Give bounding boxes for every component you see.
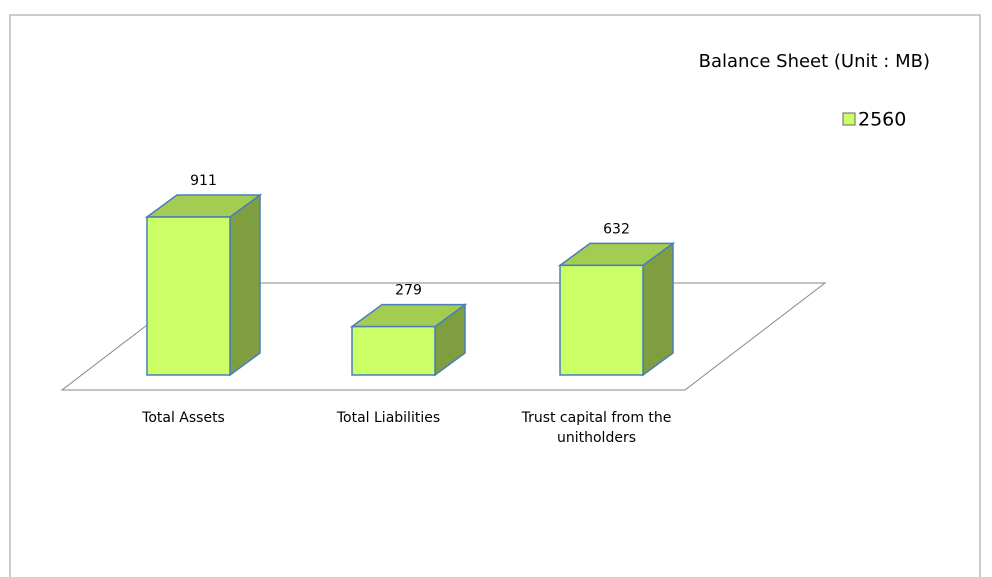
data-label: 279 bbox=[395, 283, 422, 299]
legend-label: 2560 bbox=[858, 109, 906, 131]
bar-front bbox=[559, 264, 644, 376]
bar-side bbox=[642, 241, 674, 377]
bar bbox=[144, 193, 263, 377]
bar-front bbox=[146, 216, 231, 376]
bar-front bbox=[351, 325, 436, 376]
bar bbox=[349, 303, 468, 377]
data-label: 911 bbox=[190, 173, 217, 189]
legend-swatch bbox=[842, 112, 856, 126]
x-tick-label: Total Liabilities bbox=[336, 410, 441, 426]
bar bbox=[557, 241, 676, 377]
bar-side bbox=[229, 193, 261, 377]
x-tick-label: Trust capital from the unitholders bbox=[521, 410, 672, 446]
x-tick-label: Total Assets bbox=[142, 410, 225, 426]
frame bbox=[9, 14, 981, 577]
chart-title: Balance Sheet (Unit : MB) bbox=[699, 51, 930, 72]
data-label: 632 bbox=[603, 221, 630, 237]
